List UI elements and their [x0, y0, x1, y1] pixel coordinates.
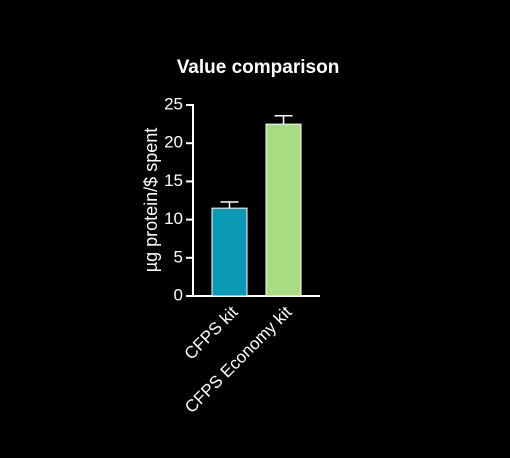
y-tick-label: 20: [164, 133, 183, 152]
y-tick-label: 0: [174, 285, 183, 304]
y-axis-label: µg protein/$ spent: [141, 128, 161, 272]
y-tick-label: 25: [164, 94, 183, 113]
y-tick-label: 5: [174, 247, 183, 266]
y-tick-label: 10: [164, 209, 183, 228]
chart-title: Value comparison: [177, 57, 340, 78]
y-tick-label: 15: [164, 171, 183, 190]
bar: [211, 207, 248, 297]
bar: [265, 123, 302, 297]
